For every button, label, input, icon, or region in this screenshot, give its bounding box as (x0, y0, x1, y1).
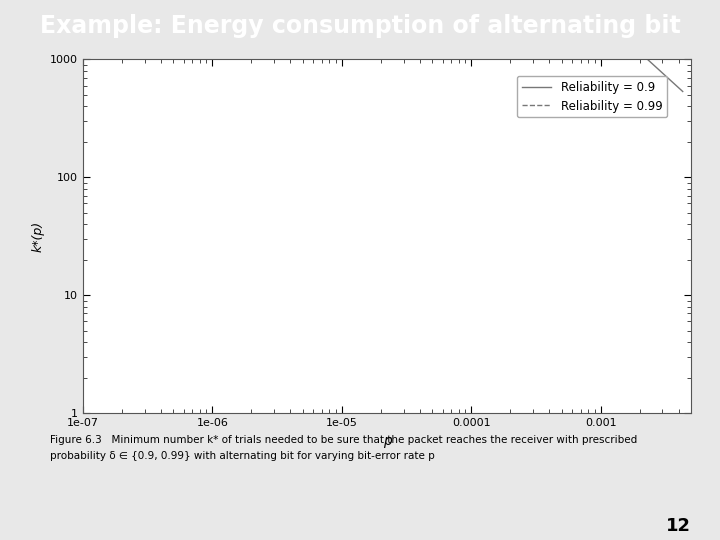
Text: Figure 6.3   Minimum number k* of trials needed to be sure that the packet reach: Figure 6.3 Minimum number k* of trials n… (50, 435, 638, 445)
Reliability = 0.9 (678, 88, 687, 94)
Text: Example: Energy consumption of alternating bit: Example: Energy consumption of alternati… (40, 14, 680, 38)
Y-axis label: k*(p): k*(p) (32, 221, 45, 252)
Reliability = 0.99 (678, 53, 687, 59)
Text: 12: 12 (666, 517, 691, 535)
Text: probability δ ∈ {0.9, 0.99} with alternating bit for varying bit-error rate p: probability δ ∈ {0.9, 0.99} with alterna… (50, 451, 435, 461)
Line: Reliability = 0.99: Reliability = 0.99 (83, 0, 683, 56)
Legend: Reliability = 0.9, Reliability = 0.99: Reliability = 0.9, Reliability = 0.99 (517, 76, 667, 117)
X-axis label: p: p (382, 434, 392, 448)
Line: Reliability = 0.9: Reliability = 0.9 (83, 0, 683, 91)
